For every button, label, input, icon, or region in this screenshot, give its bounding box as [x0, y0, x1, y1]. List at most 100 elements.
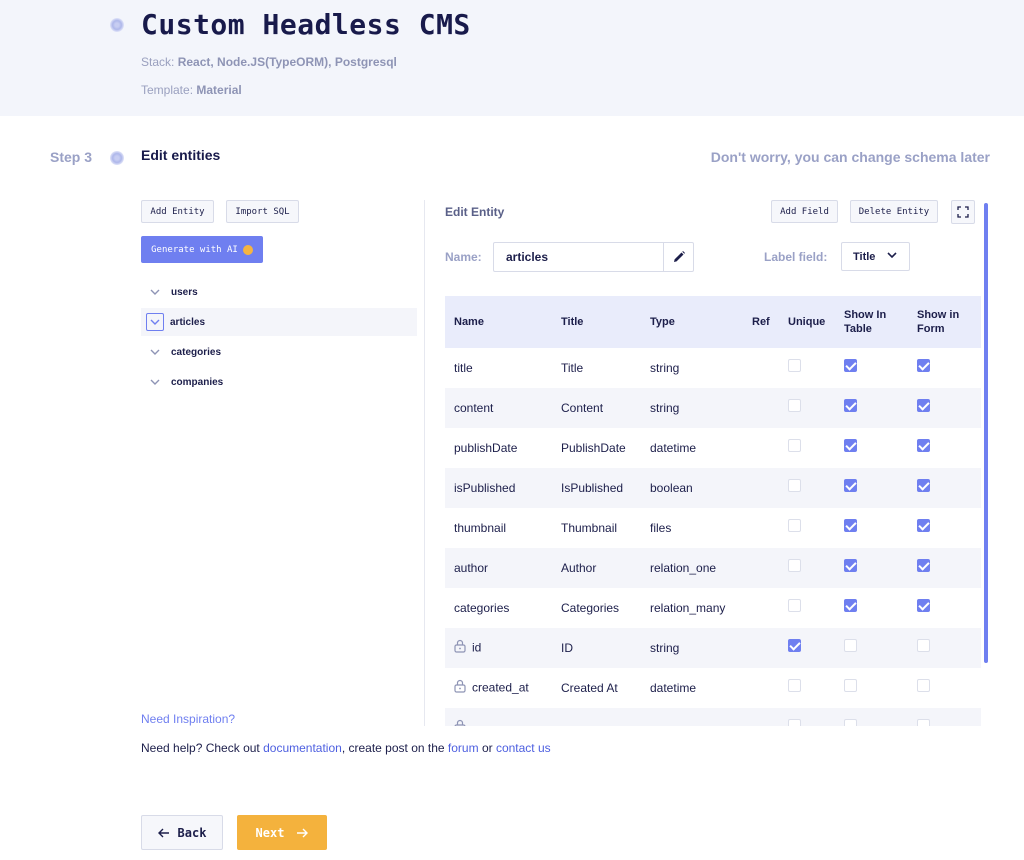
field-type[interactable]: relation_one	[650, 561, 717, 575]
table-row[interactable]: title Title string	[445, 348, 981, 388]
field-ref[interactable]	[743, 708, 779, 726]
table-row[interactable]: id ID string	[445, 628, 981, 668]
field-type[interactable]: relation_many	[650, 601, 726, 615]
unique-checkbox[interactable]	[788, 399, 801, 412]
show-in-form-checkbox[interactable]	[917, 679, 930, 692]
field-title[interactable]: Thumbnail	[561, 521, 618, 535]
unique-checkbox[interactable]	[788, 479, 801, 492]
show-in-table-checkbox[interactable]	[844, 639, 857, 652]
inspiration-link[interactable]: Need Inspiration?	[141, 712, 236, 726]
field-name-cell[interactable]: categories	[445, 588, 552, 628]
add-entity-button[interactable]: Add Entity	[141, 200, 214, 223]
add-field-button[interactable]: Add Field	[771, 200, 838, 223]
field-type[interactable]: string	[650, 361, 680, 375]
field-type[interactable]: files	[650, 521, 672, 535]
unique-checkbox[interactable]	[788, 519, 801, 532]
unique-checkbox[interactable]	[788, 359, 801, 372]
field-name-cell[interactable]: created_at	[445, 668, 552, 708]
show-in-table-checkbox[interactable]	[844, 599, 857, 612]
generate-ai-button[interactable]: Generate with AI	[141, 236, 263, 263]
field-name-cell[interactable]: isPublished	[445, 468, 552, 508]
show-in-form-checkbox[interactable]	[917, 519, 930, 532]
unique-checkbox[interactable]	[788, 599, 801, 612]
show-in-form-checkbox[interactable]	[917, 399, 930, 412]
show-in-form-checkbox[interactable]	[917, 639, 930, 652]
back-button[interactable]: Back	[141, 815, 223, 850]
show-in-form-checkbox[interactable]	[917, 439, 930, 452]
show-in-form-checkbox[interactable]	[917, 719, 930, 726]
show-in-table-checkbox[interactable]	[844, 679, 857, 692]
field-name-cell[interactable]: thumbnail	[445, 508, 552, 548]
import-sql-button[interactable]: Import SQL	[226, 200, 299, 223]
table-row[interactable]: categories Categories relation_many	[445, 588, 981, 628]
documentation-link[interactable]: documentation	[263, 741, 342, 755]
field-name-cell[interactable]: id	[445, 628, 552, 668]
field-ref[interactable]	[743, 668, 779, 708]
entity-name-field[interactable]: articles	[493, 242, 694, 272]
unique-checkbox[interactable]	[788, 559, 801, 572]
field-title[interactable]: PublishDate	[561, 441, 626, 455]
unique-checkbox[interactable]	[788, 439, 801, 452]
table-row[interactable]	[445, 708, 981, 726]
unique-checkbox[interactable]	[788, 719, 801, 726]
field-ref[interactable]	[743, 468, 779, 508]
table-row[interactable]: content Content string	[445, 388, 981, 428]
show-in-table-checkbox[interactable]	[844, 439, 857, 452]
scrollbar[interactable]	[984, 203, 988, 663]
field-type[interactable]: boolean	[650, 481, 693, 495]
field-name-cell[interactable]: publishDate	[445, 428, 552, 468]
unique-checkbox[interactable]	[788, 679, 801, 692]
entity-item-categories[interactable]: categories	[141, 338, 417, 366]
field-name-cell[interactable]	[445, 708, 552, 726]
field-title[interactable]: IsPublished	[561, 481, 624, 495]
delete-entity-button[interactable]: Delete Entity	[850, 200, 938, 223]
show-in-table-checkbox[interactable]	[844, 519, 857, 532]
field-title[interactable]: Title	[561, 361, 584, 375]
table-row[interactable]: thumbnail Thumbnail files	[445, 508, 981, 548]
field-type[interactable]: string	[650, 401, 680, 415]
show-in-form-checkbox[interactable]	[917, 599, 930, 612]
show-in-table-checkbox[interactable]	[844, 399, 857, 412]
field-title[interactable]	[552, 708, 641, 726]
field-name-cell[interactable]: author	[445, 548, 552, 588]
show-in-form-checkbox[interactable]	[917, 479, 930, 492]
show-in-table-checkbox[interactable]	[844, 719, 857, 726]
field-type[interactable]: datetime	[650, 441, 697, 455]
show-in-table-checkbox[interactable]	[844, 359, 857, 372]
field-ref[interactable]	[743, 628, 779, 668]
field-name-cell[interactable]: content	[445, 388, 552, 428]
fullscreen-button[interactable]	[951, 200, 975, 224]
field-type[interactable]	[641, 708, 743, 726]
field-ref[interactable]	[743, 428, 779, 468]
field-type[interactable]: datetime	[650, 681, 697, 695]
field-type[interactable]: string	[650, 641, 680, 655]
field-name-cell[interactable]: title	[445, 348, 552, 388]
show-in-form-checkbox[interactable]	[917, 559, 930, 572]
forum-link[interactable]: forum	[447, 741, 479, 755]
table-row[interactable]: publishDate PublishDate datetime	[445, 428, 981, 468]
field-ref[interactable]	[743, 588, 779, 628]
show-in-table-checkbox[interactable]	[844, 479, 857, 492]
field-title[interactable]: Created At	[561, 681, 618, 695]
field-ref[interactable]	[743, 508, 779, 548]
field-title[interactable]: Categories	[561, 601, 620, 615]
table-row[interactable]: author Author relation_one	[445, 548, 981, 588]
field-title[interactable]: Content	[561, 401, 604, 415]
table-row[interactable]: created_at Created At datetime	[445, 668, 981, 708]
show-in-form-checkbox[interactable]	[917, 359, 930, 372]
table-row[interactable]: isPublished IsPublished boolean	[445, 468, 981, 508]
unique-checkbox[interactable]	[788, 639, 801, 652]
field-title[interactable]: Author	[561, 561, 597, 575]
entity-item-articles[interactable]: articles	[141, 308, 417, 336]
field-ref[interactable]	[743, 548, 779, 588]
field-title[interactable]: ID	[561, 641, 573, 655]
show-in-table-checkbox[interactable]	[844, 559, 857, 572]
edit-name-button[interactable]	[663, 243, 693, 271]
entity-item-users[interactable]: users	[141, 278, 417, 306]
next-button[interactable]: Next	[237, 815, 327, 850]
entity-item-companies[interactable]: companies	[141, 368, 417, 396]
label-field-select[interactable]: Title	[841, 242, 910, 271]
entity-name-value[interactable]: articles	[506, 250, 549, 264]
field-ref[interactable]	[743, 348, 779, 388]
field-ref[interactable]	[743, 388, 779, 428]
